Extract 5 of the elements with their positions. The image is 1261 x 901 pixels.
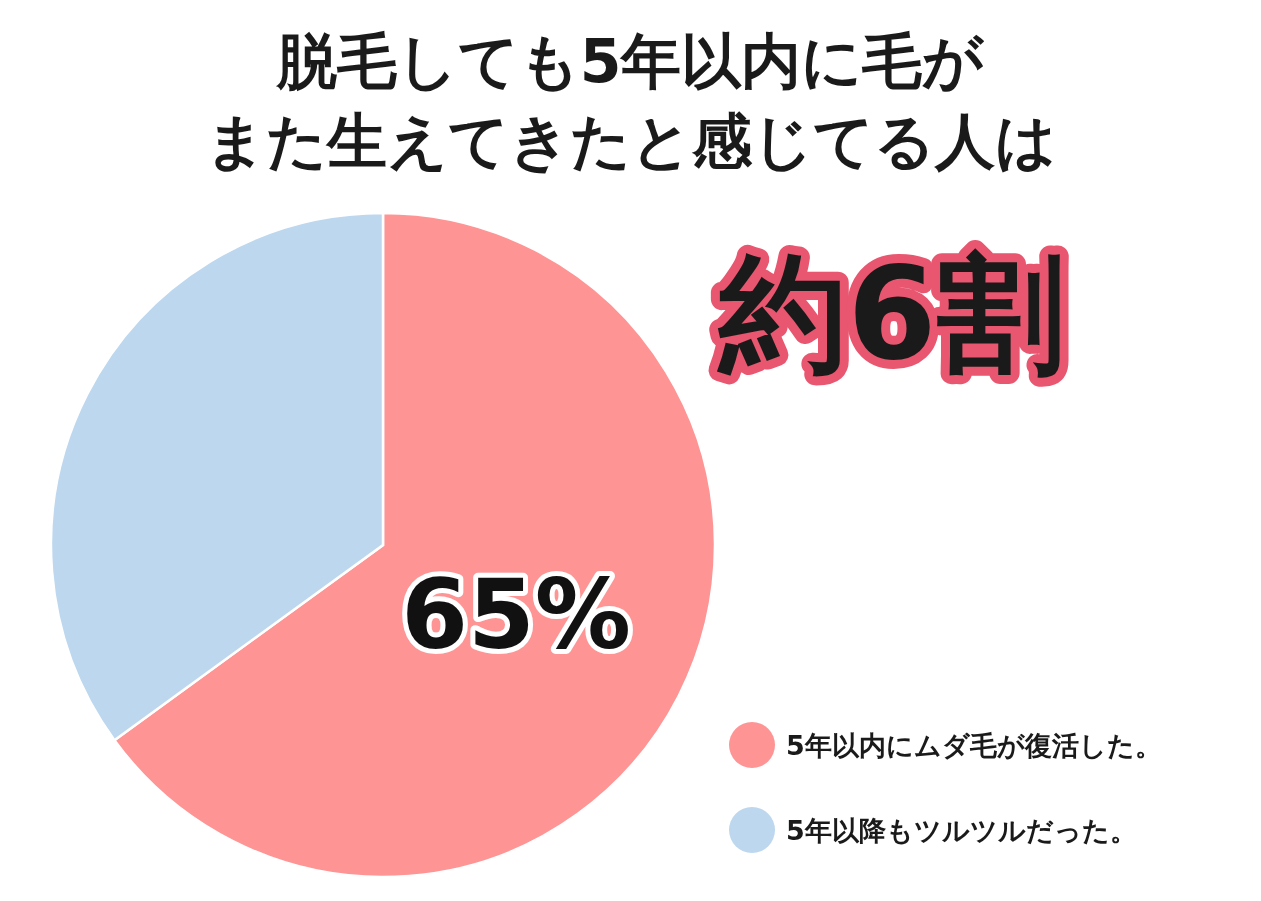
data-label: 65% [401,558,632,671]
legend-label: 5年以内にムダ毛が復活した。 [786,730,1162,761]
legend-label: 5年以降もツルツルだった。 [786,815,1137,846]
chart-subtitle: また生えてきたと感じてる人は [204,106,1056,176]
chart-title: 脱毛しても5年以内に毛が [274,26,986,96]
